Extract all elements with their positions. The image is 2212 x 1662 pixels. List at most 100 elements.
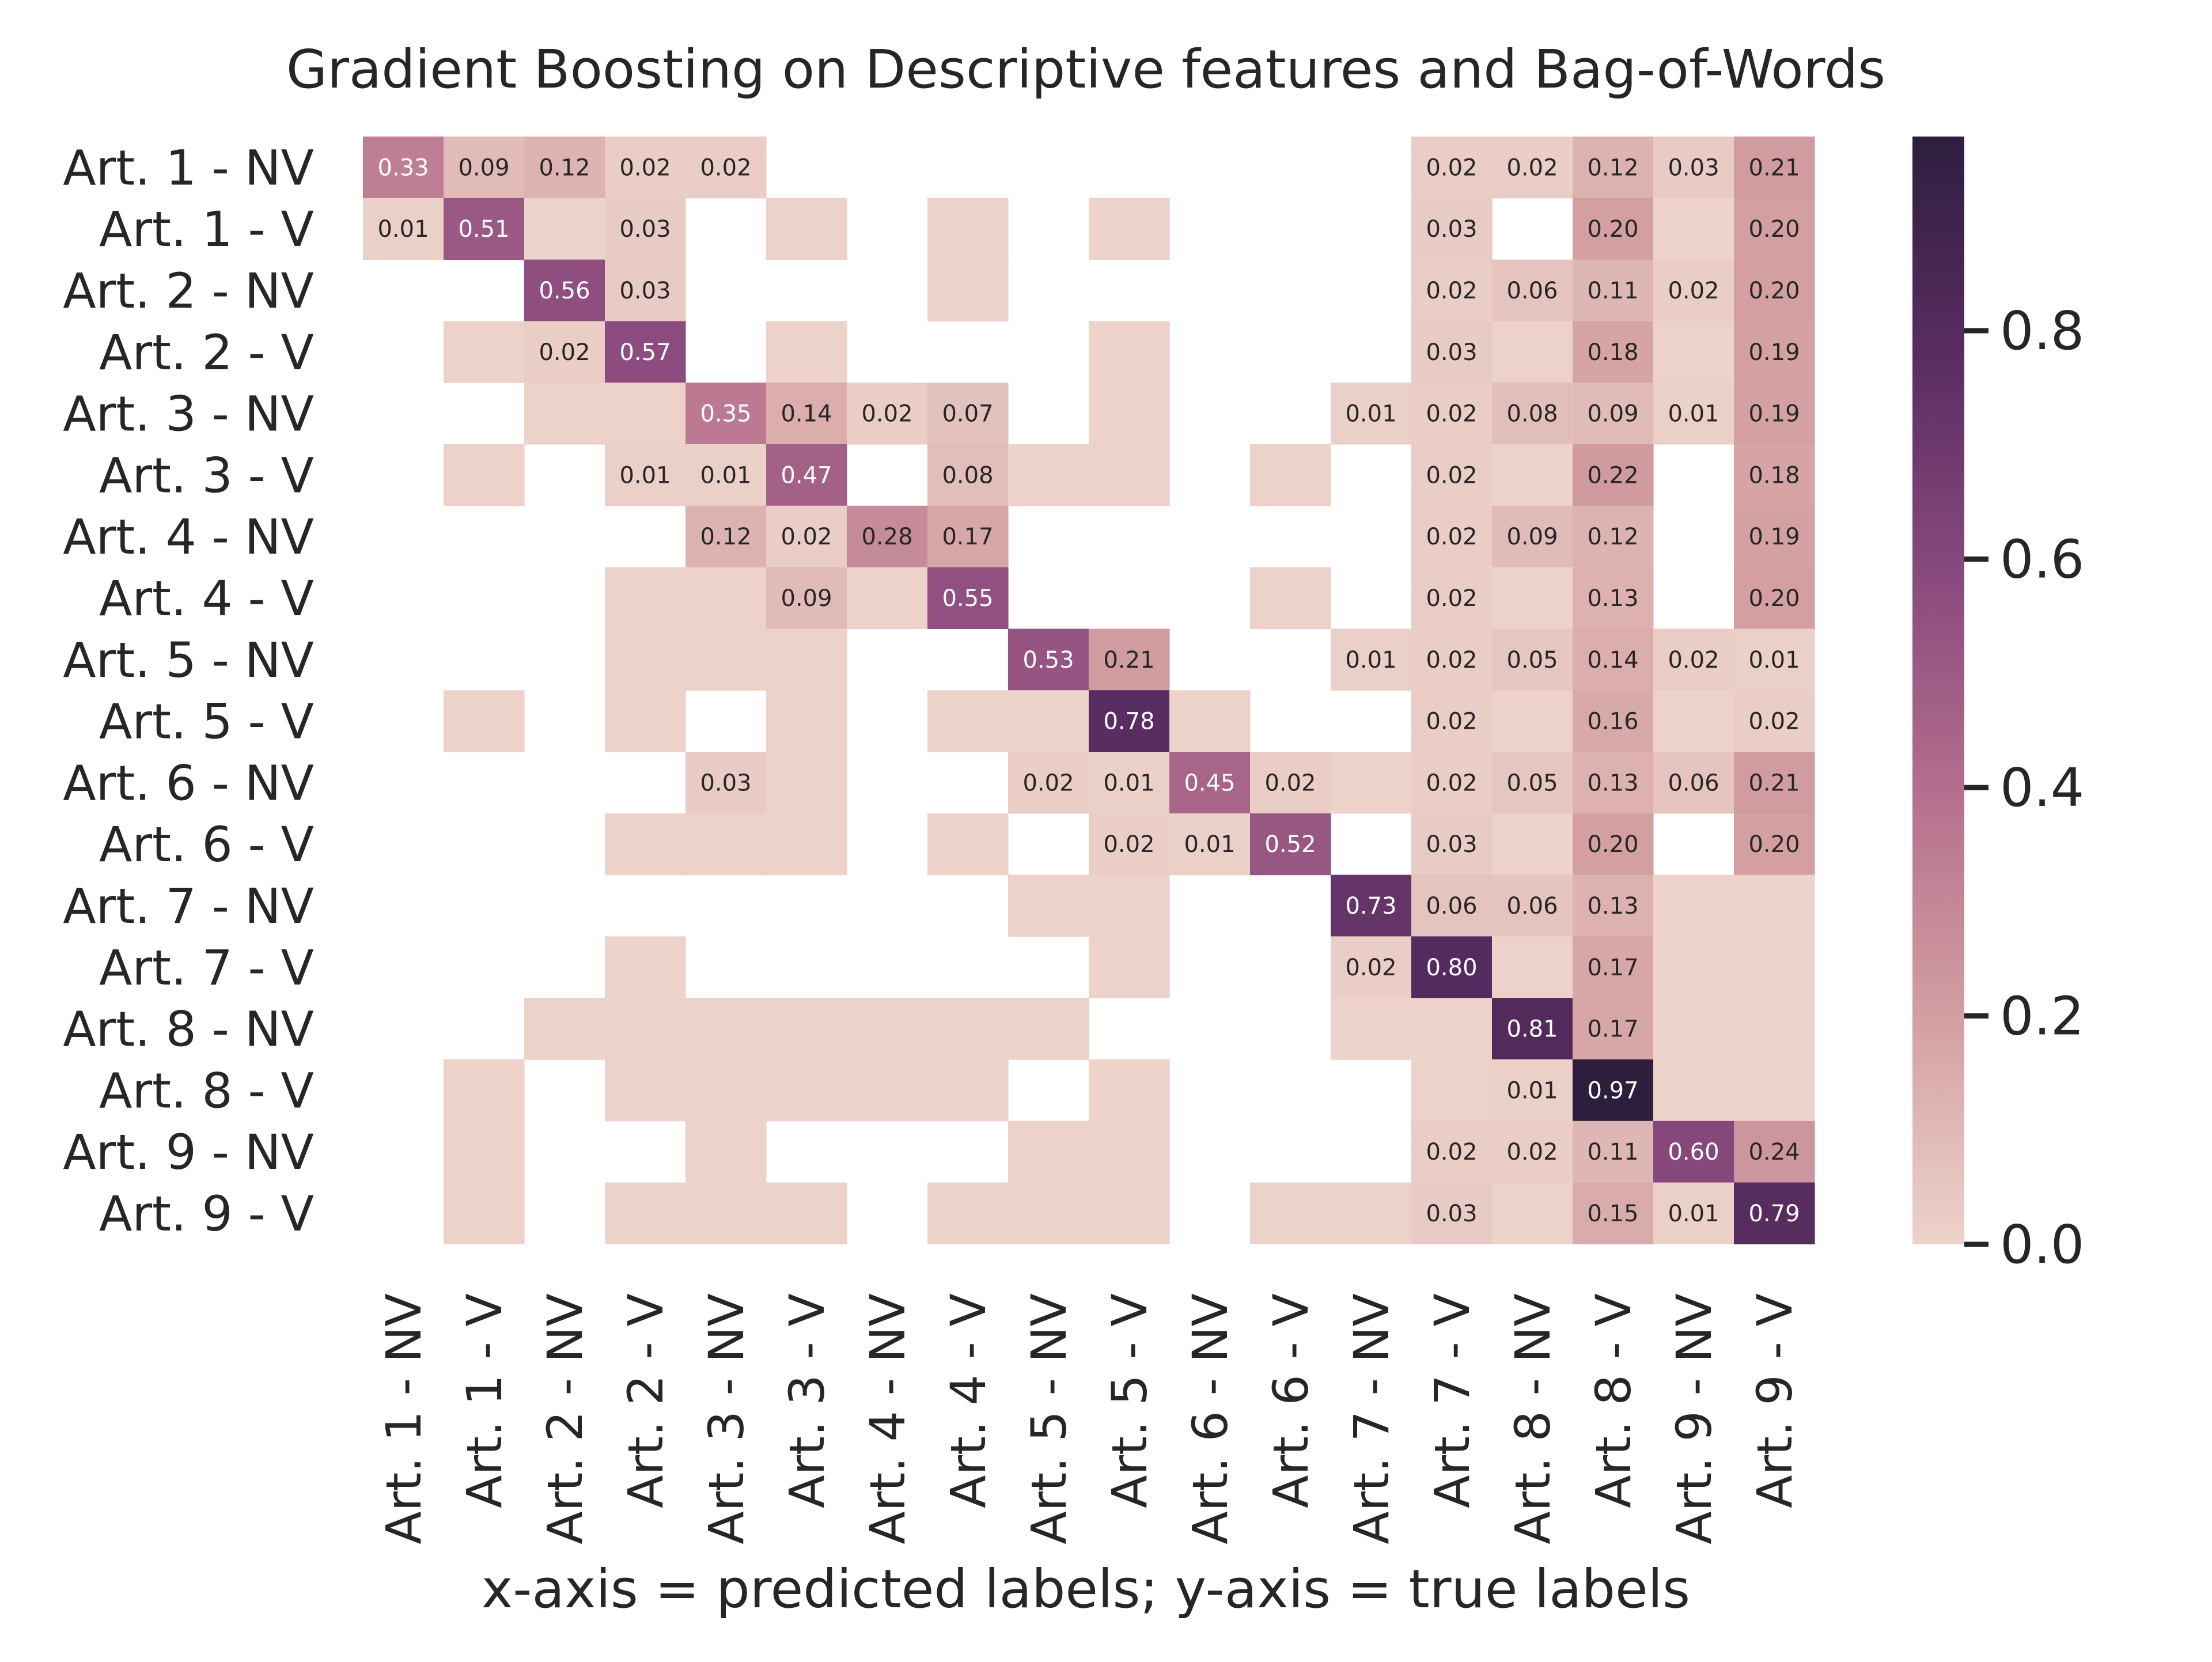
heatmap-cell xyxy=(605,1182,686,1244)
cell-annotation: 0.19 xyxy=(1748,339,1800,366)
heatmap-cell xyxy=(685,813,767,876)
heatmap-cell xyxy=(1331,383,1412,445)
cell-annotation: 0.53 xyxy=(1022,647,1074,673)
heatmap-cell xyxy=(1573,1059,1654,1122)
heatmap-cell xyxy=(1653,198,1734,260)
heatmap-cell xyxy=(1411,690,1493,752)
heatmap-cell xyxy=(847,998,928,1060)
cell-annotation: 0.05 xyxy=(1506,770,1558,796)
heatmap-cell xyxy=(1653,936,1734,998)
heatmap-cell xyxy=(1169,813,1251,876)
heatmap-cell xyxy=(1734,998,1815,1060)
heatmap-cell xyxy=(927,690,1009,752)
heatmap-cell xyxy=(1734,259,1815,321)
heatmap-cell xyxy=(1734,1182,1815,1244)
cell-annotation: 0.03 xyxy=(1426,831,1477,858)
heatmap-cell xyxy=(1734,752,1815,814)
heatmap-cell xyxy=(685,137,767,199)
heatmap-cell xyxy=(1492,505,1573,568)
y-tick-label: Art. 8 - V xyxy=(99,1062,314,1119)
heatmap-cell xyxy=(927,383,1009,445)
x-tick-labels: Art. 1 - NV Art. 1 - V Art. 2 - NV Art. 2 -… xyxy=(376,1293,1803,1544)
heatmap-cell xyxy=(1411,259,1493,321)
heatmap-cell xyxy=(1089,629,1170,691)
cell-annotation: 0.06 xyxy=(1506,893,1558,919)
colorbar-tick-label: 0.4 xyxy=(2000,757,2084,819)
heatmap-cell xyxy=(605,259,686,321)
cell-annotation: 0.02 xyxy=(1748,709,1800,735)
heatmap-cell xyxy=(1492,383,1573,445)
cell-annotation: 0.60 xyxy=(1668,1139,1719,1165)
cell-annotation: 0.52 xyxy=(1264,831,1316,858)
heatmap-cell xyxy=(1573,629,1654,691)
cell-annotation: 0.02 xyxy=(1668,278,1719,304)
heatmap-cell xyxy=(1734,1059,1815,1122)
cell-annotation: 0.20 xyxy=(1748,831,1800,858)
heatmap-cell xyxy=(927,198,1009,260)
y-tick-label: Art. 6 - NV xyxy=(63,755,314,811)
heatmap-cell xyxy=(847,1059,928,1122)
heatmap-cell xyxy=(1089,321,1170,383)
heatmap-cell xyxy=(605,936,686,998)
cell-annotation: 0.20 xyxy=(1587,216,1638,243)
heatmap-cell xyxy=(1008,752,1089,814)
heatmap-cells xyxy=(363,137,1815,1244)
heatmap-cell xyxy=(1331,752,1412,814)
cell-annotation: 0.03 xyxy=(1426,216,1477,243)
heatmap-cell xyxy=(685,1059,767,1122)
heatmap-cell xyxy=(927,998,1009,1060)
heatmap-cell xyxy=(1734,321,1815,383)
heatmap-cell xyxy=(605,813,686,876)
cell-annotation: 0.15 xyxy=(1587,1201,1638,1227)
heatmap-cell xyxy=(1573,874,1654,937)
heatmap-cell xyxy=(1250,752,1331,814)
heatmap-cell xyxy=(927,1182,1009,1244)
cell-annotation: 0.01 xyxy=(1103,770,1154,796)
heatmap-cell xyxy=(605,1059,686,1122)
cell-annotation: 0.08 xyxy=(1506,401,1558,427)
heatmap-cell xyxy=(1169,690,1251,752)
heatmap-cell xyxy=(1573,690,1654,752)
y-tick-label: Art. 1 - NV xyxy=(63,139,314,196)
cell-annotation: 0.02 xyxy=(1426,770,1477,796)
cell-annotation: 0.13 xyxy=(1587,893,1638,919)
heatmap-cell xyxy=(1653,690,1734,752)
heatmap-cell xyxy=(1008,998,1089,1060)
colorbar-tick-label: 0.0 xyxy=(2000,1214,2084,1275)
heatmap-cell xyxy=(1411,936,1493,998)
heatmap-cell xyxy=(605,383,686,445)
heatmap-cell xyxy=(766,1059,847,1122)
heatmap-cell xyxy=(1250,444,1331,506)
cell-annotation: 0.28 xyxy=(861,524,912,550)
cell-annotation: 0.08 xyxy=(942,462,993,489)
heatmap-cell xyxy=(1089,874,1170,937)
cell-annotation: 0.21 xyxy=(1748,770,1800,796)
cell-annotation: 0.02 xyxy=(1426,524,1477,550)
heatmap-cell xyxy=(1653,752,1734,814)
cell-annotation: 0.03 xyxy=(700,770,751,796)
x-tick-label: Art. 3 - V xyxy=(779,1293,835,1508)
heatmap-cell xyxy=(1250,1182,1331,1244)
heatmap-cell xyxy=(766,567,847,629)
heatmap-cell xyxy=(605,690,686,752)
heatmap-cell xyxy=(1411,321,1493,383)
heatmap-cell xyxy=(524,198,605,260)
heatmap-cell xyxy=(1089,1059,1170,1122)
x-tick-label: Art. 3 - NV xyxy=(698,1293,755,1544)
cell-annotation: 0.73 xyxy=(1345,893,1396,919)
heatmap-cell xyxy=(1250,813,1331,876)
heatmap-cell xyxy=(1411,444,1493,506)
heatmap-cell xyxy=(1492,813,1573,876)
heatmap-cell xyxy=(847,567,928,629)
heatmap-cell xyxy=(1411,752,1493,814)
heatmap-cell xyxy=(444,1059,525,1122)
heatmap-cell xyxy=(766,1182,847,1244)
heatmap-cell xyxy=(1573,321,1654,383)
heatmap-cell xyxy=(1492,137,1573,199)
y-tick-label: Art. 4 - NV xyxy=(63,509,314,565)
heatmap-cell xyxy=(1573,567,1654,629)
heatmap-cell xyxy=(1653,998,1734,1060)
heatmap-cell xyxy=(1008,690,1089,752)
cell-annotation: 0.01 xyxy=(1345,401,1396,427)
heatmap-cell xyxy=(1734,874,1815,937)
